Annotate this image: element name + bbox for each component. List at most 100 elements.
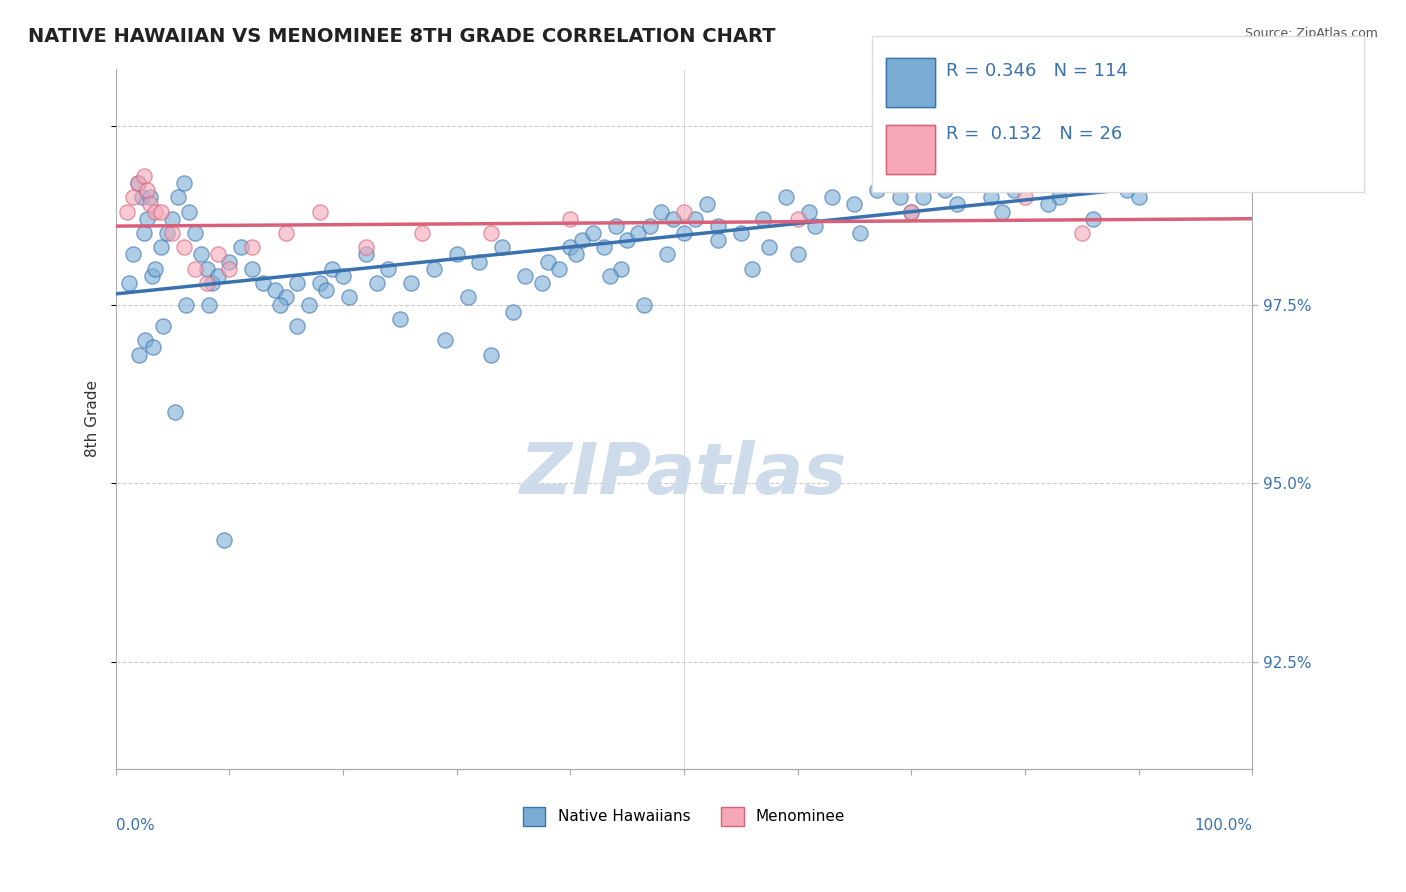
Point — [957, 176, 980, 190]
Point — [263, 283, 285, 297]
Point — [240, 261, 263, 276]
Point — [661, 211, 683, 226]
Point — [1047, 190, 1070, 204]
Point — [150, 204, 173, 219]
Point — [366, 276, 388, 290]
Point — [162, 211, 184, 226]
Point — [127, 176, 149, 190]
Point — [1081, 211, 1104, 226]
Point — [582, 226, 605, 240]
Point — [1236, 119, 1258, 133]
Point — [1070, 226, 1092, 240]
Point — [571, 233, 593, 247]
Point — [128, 347, 150, 361]
Point — [332, 268, 354, 283]
Point — [218, 261, 240, 276]
Point — [298, 297, 321, 311]
Point — [1025, 169, 1047, 183]
Point — [121, 247, 143, 261]
Point — [797, 204, 820, 219]
Point — [911, 190, 934, 204]
Point — [143, 261, 166, 276]
Point — [599, 268, 621, 283]
Point — [184, 261, 207, 276]
Point — [605, 219, 627, 233]
Point — [174, 297, 197, 311]
Point — [1139, 169, 1161, 183]
Point — [1206, 154, 1229, 169]
Point — [502, 304, 524, 318]
Point — [136, 211, 159, 226]
Point — [672, 204, 695, 219]
Point — [446, 247, 468, 261]
Point — [900, 204, 922, 219]
Y-axis label: 8th Grade: 8th Grade — [86, 380, 100, 458]
Point — [900, 204, 922, 219]
Point — [491, 240, 513, 254]
Point — [138, 190, 160, 204]
Point — [672, 226, 695, 240]
Point — [513, 268, 536, 283]
Point — [479, 347, 502, 361]
Point — [752, 211, 775, 226]
Point — [152, 318, 174, 333]
Point — [548, 261, 571, 276]
Point — [685, 211, 707, 226]
Point — [593, 240, 616, 254]
Point — [138, 197, 160, 211]
Point — [696, 197, 718, 211]
Point — [565, 247, 588, 261]
Point — [1173, 176, 1195, 190]
Point — [354, 240, 377, 254]
Point — [650, 204, 672, 219]
Point — [132, 169, 155, 183]
Point — [1161, 176, 1184, 190]
Point — [536, 254, 558, 268]
Point — [707, 233, 730, 247]
Point — [707, 219, 730, 233]
Point — [1219, 161, 1241, 176]
Point — [945, 197, 967, 211]
Point — [197, 297, 219, 311]
Point — [991, 204, 1014, 219]
Point — [287, 318, 309, 333]
Point — [131, 190, 153, 204]
Point — [143, 204, 166, 219]
Point — [610, 261, 633, 276]
Point — [741, 261, 763, 276]
Point — [1230, 154, 1253, 169]
Point — [207, 247, 229, 261]
Point — [399, 276, 422, 290]
Point — [633, 297, 655, 311]
Point — [229, 240, 252, 254]
Point — [173, 176, 195, 190]
Point — [287, 276, 309, 290]
Point — [127, 176, 149, 190]
Point — [274, 226, 297, 240]
Point — [786, 211, 808, 226]
Point — [560, 240, 582, 254]
Point — [252, 276, 274, 290]
Point — [1002, 183, 1025, 197]
Point — [163, 405, 186, 419]
Text: R =  0.132   N = 26: R = 0.132 N = 26 — [946, 125, 1122, 143]
Point — [849, 226, 872, 240]
Point — [1128, 190, 1150, 204]
Point — [1184, 169, 1206, 183]
Point — [889, 190, 911, 204]
Point — [1014, 190, 1036, 204]
Point — [1036, 197, 1059, 211]
Text: Source: ZipAtlas.com: Source: ZipAtlas.com — [1244, 27, 1378, 40]
Point — [457, 290, 479, 304]
Point — [167, 190, 190, 204]
Point — [240, 240, 263, 254]
Point — [377, 261, 399, 276]
Point — [136, 183, 159, 197]
Point — [866, 183, 889, 197]
Point — [274, 290, 297, 304]
Point — [337, 290, 360, 304]
Point — [156, 226, 179, 240]
Text: ZIPatlas: ZIPatlas — [520, 441, 848, 509]
Point — [201, 276, 224, 290]
Point — [1094, 176, 1116, 190]
